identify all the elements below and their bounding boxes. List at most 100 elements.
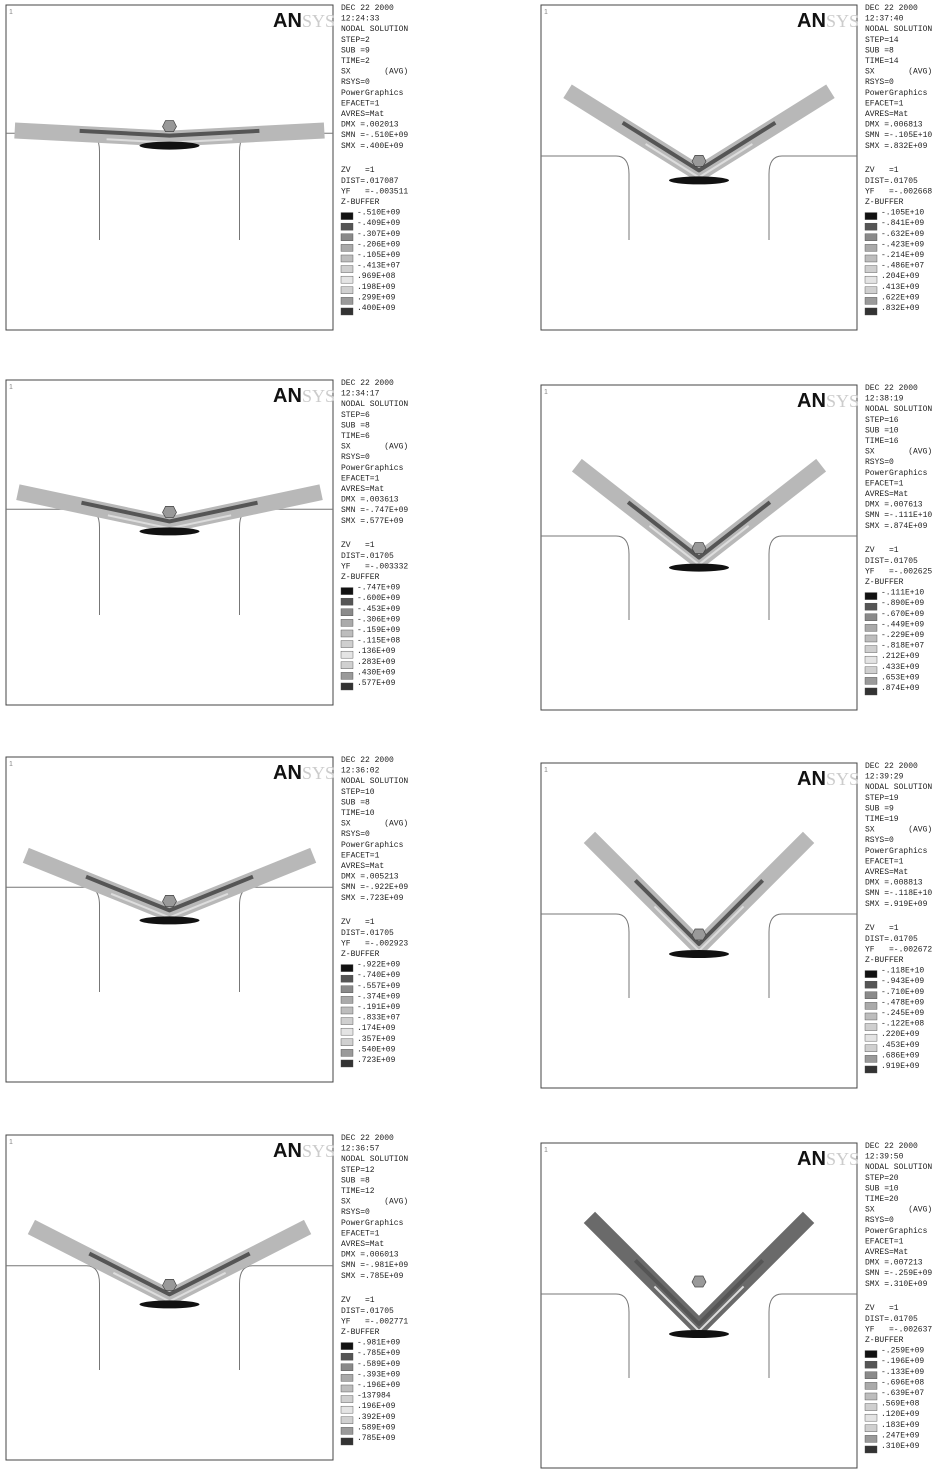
- legend-value: .400E+09: [357, 304, 396, 313]
- info-line: SX (AVG): [341, 1198, 408, 1207]
- view-line: ZV =1: [341, 918, 375, 927]
- legend-value: -.196E+09: [357, 1381, 400, 1390]
- legend-value: -.245E+09: [881, 1009, 924, 1018]
- info-line: SX (AVG): [341, 443, 408, 452]
- legend-value: .299E+09: [357, 293, 396, 302]
- info-line: PowerGraphics: [341, 89, 404, 98]
- legend-swatch: [341, 1427, 353, 1434]
- compression-zone: [669, 950, 729, 958]
- info-line: PowerGraphics: [341, 1219, 404, 1228]
- info-line: TIME=20: [865, 1195, 899, 1204]
- view-line: DIST=.01705: [341, 1307, 394, 1316]
- legend-swatch: [865, 667, 877, 674]
- legend-swatch: [341, 598, 353, 605]
- compression-zone: [669, 564, 729, 572]
- info-line: SMX =.785E+09: [341, 1272, 404, 1281]
- legend-swatch: [341, 619, 353, 626]
- info-line: SMN =-.259E+09: [865, 1269, 932, 1278]
- info-line: SUB =10: [865, 426, 899, 435]
- view-line: Z-BUFFER: [865, 198, 904, 207]
- legend-value: -.600E+09: [357, 594, 400, 603]
- window-number: 1: [9, 1139, 13, 1146]
- panel: 1ANSYSDEC 22 200012:39:29NODAL SOLUTIONS…: [541, 762, 932, 1088]
- legend-value: .120E+09: [881, 1410, 920, 1419]
- info-line: 12:39:50: [865, 1153, 904, 1162]
- view-line: DIST=.01705: [341, 552, 394, 561]
- info-line: SMX =.400E+09: [341, 142, 404, 151]
- logo: AN: [273, 385, 302, 407]
- legend-value: -.510E+09: [357, 209, 400, 218]
- legend-swatch: [341, 609, 353, 616]
- info-line: TIME=12: [341, 1187, 375, 1196]
- logo-faded: SYS: [302, 11, 335, 31]
- legend-swatch: [341, 683, 353, 690]
- legend-swatch: [341, 1007, 353, 1014]
- view-line: YF =-.002625: [865, 567, 932, 576]
- info-line: SUB =8: [341, 798, 370, 807]
- legend-value: -.478E+09: [881, 998, 924, 1007]
- logo: AN: [797, 768, 826, 790]
- info-line: SUB =8: [865, 46, 894, 55]
- window-number: 1: [544, 389, 548, 396]
- info-line: DMX =.003613: [341, 496, 399, 505]
- info-line: SMX =.874E+09: [865, 522, 928, 531]
- legend-value: -.259E+09: [881, 1347, 924, 1356]
- info-line: EFACET=1: [865, 857, 904, 866]
- legend-swatch: [865, 1425, 877, 1432]
- legend-swatch: [341, 1343, 353, 1350]
- info-line: 12:39:29: [865, 773, 904, 782]
- legend-swatch: [865, 223, 877, 230]
- legend-value: .589E+09: [357, 1423, 396, 1432]
- view-line: ZV =1: [865, 924, 899, 933]
- compression-zone: [669, 176, 729, 184]
- legend-value: .919E+09: [881, 1062, 920, 1071]
- compression-zone: [669, 1330, 729, 1338]
- legend-swatch: [865, 1024, 877, 1031]
- legend-value: .136E+09: [357, 647, 396, 656]
- info-line: SX (AVG): [865, 1206, 932, 1215]
- legend-swatch: [341, 1438, 353, 1445]
- legend-swatch: [865, 646, 877, 653]
- info-line: SMX =.723E+09: [341, 894, 404, 903]
- legend-value: -.818E+07: [881, 642, 924, 651]
- info-line: DMX =.007213: [865, 1259, 923, 1268]
- legend-swatch: [865, 287, 877, 294]
- logo: AN: [797, 390, 826, 412]
- info-line: SMN =-.747E+09: [341, 506, 408, 515]
- legend-swatch: [865, 1034, 877, 1041]
- viewport-frame: [541, 1143, 857, 1468]
- legend-value: -.632E+09: [881, 230, 924, 239]
- info-line: NODAL SOLUTION: [341, 777, 408, 786]
- info-line: AVRES=Mat: [865, 110, 908, 119]
- info-line: SUB =8: [341, 1176, 370, 1185]
- info-line: EFACET=1: [865, 1237, 904, 1246]
- info-line: SX (AVG): [865, 448, 932, 457]
- legend-value: -.449E+09: [881, 620, 924, 629]
- info-line: 12:37:40: [865, 15, 904, 24]
- legend-swatch: [341, 651, 353, 658]
- view-line: DIST=.01705: [865, 557, 918, 566]
- info-line: 12:24:33: [341, 15, 380, 24]
- legend-swatch: [341, 672, 353, 679]
- info-line: SX (AVG): [865, 68, 932, 77]
- logo-faded: SYS: [826, 11, 859, 31]
- legend-swatch: [341, 255, 353, 262]
- info-line: DMX =.006813: [865, 121, 923, 130]
- legend-value: -.486E+07: [881, 262, 924, 271]
- legend-swatch: [341, 662, 353, 669]
- legend-value: .874E+09: [881, 684, 920, 693]
- info-line: AVRES=Mat: [341, 110, 384, 119]
- legend-swatch: [865, 255, 877, 262]
- info-line: DEC 22 2000: [865, 4, 918, 13]
- info-line: NODAL SOLUTION: [865, 25, 932, 34]
- legend-value: .653E+09: [881, 673, 920, 682]
- info-line: SUB =9: [865, 804, 894, 813]
- compression-zone: [140, 916, 200, 924]
- info-line: RSYS=0: [865, 458, 894, 467]
- legend-value: -.409E+09: [357, 219, 400, 228]
- info-line: SMN =-.111E+10: [865, 511, 932, 520]
- legend-value: -.196E+09: [881, 1357, 924, 1366]
- window-number: 1: [9, 9, 13, 16]
- legend-value: .198E+09: [357, 283, 396, 292]
- view-line: ZV =1: [865, 166, 899, 175]
